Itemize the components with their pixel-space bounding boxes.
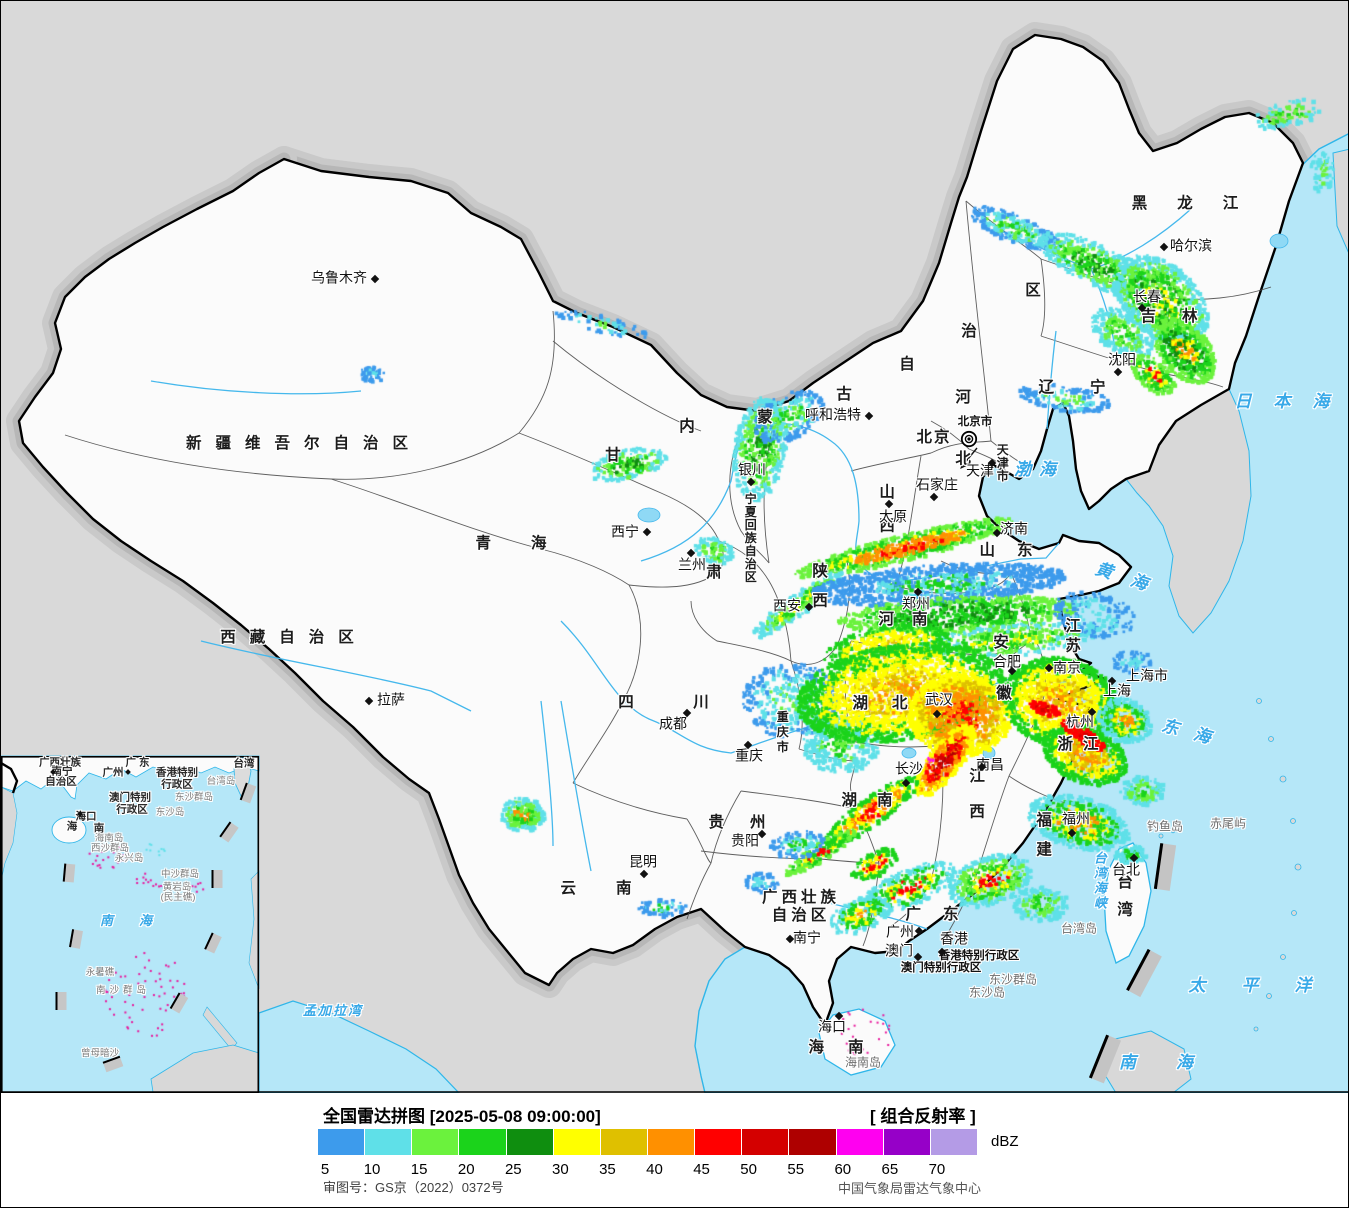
legend-tick-label: 50: [740, 1161, 757, 1178]
legend-color-swatch: [412, 1129, 460, 1155]
legend-color-swatch: [930, 1129, 977, 1155]
legend-tick-label: 55: [787, 1161, 805, 1178]
legend-tick-label: 70: [928, 1161, 946, 1178]
map-license-number: 审图号：GS京（2022）0372号: [323, 1180, 504, 1195]
legend-color-swatch: [836, 1129, 884, 1155]
legend-tick-label: 65: [881, 1161, 899, 1178]
legend-color-swatch: [883, 1129, 931, 1155]
dbz-unit-label: dBZ: [991, 1133, 1019, 1150]
legend-color-swatch: [318, 1129, 366, 1155]
legend-tick-label: 15: [410, 1161, 428, 1178]
product-name: [ 组合反射率 ]: [870, 1107, 976, 1126]
legend-tick-label: 25: [504, 1161, 522, 1178]
map-title: 全国雷达拼图 [2025-05-08 09:00:00]: [323, 1107, 601, 1126]
legend-tick-label: 20: [457, 1161, 475, 1178]
legend-tick-label: 40: [646, 1161, 663, 1178]
dbz-colorbar: [318, 1129, 977, 1155]
legend-tick-label: 10: [363, 1161, 381, 1178]
legend-color-swatch: [506, 1129, 554, 1155]
legend-color-swatch: [459, 1129, 507, 1155]
legend-color-swatch: [647, 1129, 696, 1155]
colorbar-wrap: dBZ 5 10 15 20 25 30 35 40 45 50 55 60 65 70: [318, 1129, 1078, 1189]
radar-map: 新疆维吾尔自治区 西藏自治区 青海甘肃内蒙古自治区宁夏回族自治区 陕西 山西 河北 山东 河南…: [1, 1, 1348, 1093]
legend-color-swatch: [600, 1129, 648, 1155]
legend-color-swatch: [553, 1129, 601, 1155]
legend-color-swatch: [365, 1129, 413, 1155]
legend-tick-label: 5: [320, 1161, 330, 1178]
legend-color-swatch: [742, 1129, 790, 1155]
agency-credit: 中国气象局雷达气象中心: [838, 1181, 982, 1196]
legend-panel: 全国雷达拼图 [2025-05-08 09:00:00] [ 组合反射率 ] d…: [1, 1093, 1348, 1207]
legend-tick-label: 45: [693, 1161, 710, 1178]
legend-tick-label: 35: [599, 1161, 616, 1178]
legend-tick-label: 60: [834, 1161, 852, 1178]
radar-echo-layer: [1, 1, 1348, 1093]
legend-tick-label: 30: [552, 1161, 569, 1178]
legend-color-swatch: [695, 1129, 743, 1155]
legend-color-swatch: [789, 1129, 837, 1155]
